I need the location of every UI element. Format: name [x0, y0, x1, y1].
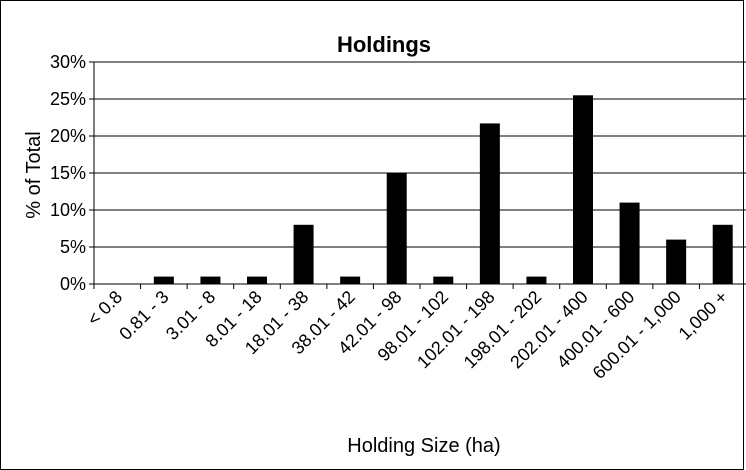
x-tick-label: < 0.8: [83, 287, 126, 330]
bar: [479, 123, 500, 284]
y-tick-label: 15%: [50, 163, 86, 183]
y-tick-label: 25%: [50, 89, 86, 109]
y-tick-label: 20%: [50, 126, 86, 146]
bar: [340, 276, 361, 284]
bar-chart: Holdings % of Total Holding Size (ha) 0%…: [23, 32, 746, 457]
y-tick-label: 30%: [50, 52, 86, 72]
x-tick-label: 1,000 +: [675, 287, 732, 344]
y-tick-label: 5%: [60, 237, 86, 257]
x-axis-label: Holding Size (ha): [347, 435, 500, 457]
chart-title: Holdings: [337, 32, 431, 57]
bar: [573, 95, 593, 284]
y-tick-label: 10%: [50, 200, 86, 220]
bar: [293, 224, 314, 284]
y-tick-label: 0%: [60, 274, 86, 294]
bar: [200, 276, 221, 284]
x-tick-label: 0.81 - 3: [115, 287, 172, 344]
bar: [666, 239, 687, 284]
bar: [433, 276, 454, 284]
bar: [247, 276, 267, 284]
bar: [526, 276, 547, 284]
bar: [153, 276, 174, 284]
bar: [712, 224, 733, 284]
y-axis-label: % of Total: [23, 131, 45, 218]
bar: [386, 173, 407, 284]
bar: [619, 202, 640, 284]
